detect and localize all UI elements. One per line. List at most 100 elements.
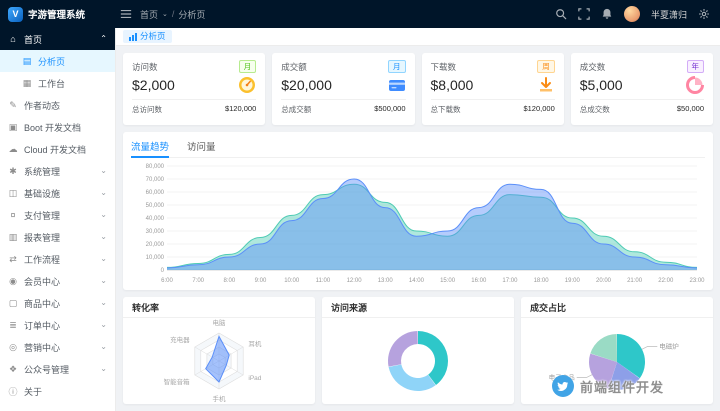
svg-text:电子产品: 电子产品 [549,372,575,381]
stat-footer-label: 总成交数 [579,105,610,114]
panel-title: 转化率 [123,297,315,318]
report-icon: ▥ [8,231,18,242]
tab-visits[interactable]: 访问量 [187,142,216,153]
sidebar-menu: ⌂ 首页 ⌃ ▤ 分析页 ▦ 工作台 ✎ 作者动态 ▣ Boot 开发文档 ☁ Cloud 开发文档 ✱ 系… [0,28,115,402]
search-icon[interactable] [555,8,567,20]
menu-fold-icon[interactable] [120,8,132,20]
svg-text:19:00: 19:00 [565,278,581,284]
svg-text:18:00: 18:00 [534,278,550,284]
user-avatar[interactable] [623,6,640,22]
svg-text:8:00: 8:00 [224,278,236,284]
logo-icon: V [8,6,23,22]
stat-card-header: 成交额 月 [281,60,406,73]
stat-value: $20,000 [281,77,332,93]
stat-footer-value: $120,000 [224,104,257,113]
sidebar-item-14[interactable]: ◎ 营销中心 ⌄ [0,336,115,358]
sidebar-item-3[interactable]: ✎ 作者动态 [0,94,115,116]
sidebar-item-label: 会员中心 [24,276,61,287]
sidebar-item-4[interactable]: ▣ Boot 开发文档 [0,116,115,138]
breadcrumb-current: 分析页 [178,9,206,20]
sidebar-item-15[interactable]: ❖ 公众号管理 ⌄ [0,358,115,380]
stat-card-title: 成交额 [281,61,307,72]
stat-footer-label: 总成交额 [281,105,312,114]
bar-chart-icon [129,32,137,41]
download-icon [537,76,555,94]
stat-badge: 月 [238,60,257,73]
visit-gauge-icon [238,76,256,94]
top-bar: V 字游管理系统 首页 ⌄ / 分析页 半夏潇归 [0,0,720,28]
breadcrumb: 首页 ⌄ / 分析页 [140,8,205,21]
sidebar-item-label: Cloud 开发文档 [24,144,87,155]
sidebar-item-1[interactable]: ▤ 分析页 [0,50,115,72]
stat-value: $5,000 [579,77,623,93]
app-logo[interactable]: V 字游管理系统 [0,6,116,22]
svg-text:11:00: 11:00 [316,278,331,284]
svg-text:80,000: 80,000 [146,164,165,170]
fullscreen-icon[interactable] [578,8,590,20]
breadcrumb-separator: / [171,9,175,19]
sidebar-item-label: 公众号管理 [24,364,70,375]
about-icon: ⓘ [8,386,18,397]
tab-traffic-trend[interactable]: 流量趋势 [131,135,169,158]
sidebar-item-6[interactable]: ✱ 系统管理 ⌄ [0,160,115,182]
svg-text:12:00: 12:00 [347,278,363,284]
breadcrumb-home[interactable]: 首页 [140,9,159,20]
chevron-down-icon: ⌄ [100,254,107,263]
sidebar-item-9[interactable]: ▥ 报表管理 ⌄ [0,226,115,248]
chevron-down-icon: ⌄ [100,232,107,241]
settings-gear-icon[interactable] [698,8,710,20]
stat-value: $8,000 [430,77,474,93]
stat-badge: 年 [686,60,704,73]
sidebar-item-16[interactable]: ⓘ 关于 [0,380,115,402]
topbar-actions: 半夏潇归 [555,6,720,22]
main-content: 访问数 月 $2,000 总访问数 $120,000 成交额 月 $20,000 总成交额 $50… [116,46,720,411]
tab-analysis-page[interactable]: 分析页 [123,30,172,43]
sidebar-item-0[interactable]: ⌂ 首页 ⌃ [0,28,115,50]
sidebar-item-label: 工作流程 [24,254,61,265]
sidebar-item-label: 支付管理 [24,210,61,221]
sidebar-item-12[interactable]: ▢ 商品中心 ⌄ [0,292,115,314]
app-title: 字游管理系统 [28,10,86,21]
svg-text:40,000: 40,000 [146,216,165,222]
panel-title: 成交占比 [521,297,713,318]
svg-text:15:00: 15:00 [440,278,456,284]
svg-text:21:00: 21:00 [627,278,643,284]
user-name[interactable]: 半夏潇归 [650,9,687,20]
sidebar-item-5[interactable]: ☁ Cloud 开发文档 [0,138,115,160]
workflow-icon: ⇄ [9,253,17,264]
stat-badge: 月 [388,60,406,73]
svg-text:14:00: 14:00 [409,278,425,284]
sidebar-item-label: 订单中心 [24,320,61,331]
svg-text:充电器: 充电器 [170,335,190,344]
analysis-icon: ▤ [22,55,32,66]
sidebar-item-13[interactable]: ≣ 订单中心 ⌄ [0,314,115,336]
system-icon: ✱ [9,165,17,176]
sidebar-item-10[interactable]: ⇄ 工作流程 ⌄ [0,248,115,270]
stat-footer-value: $120,000 [523,104,555,113]
svg-text:60,000: 60,000 [146,190,165,196]
sidebar-item-2[interactable]: ▦ 工作台 [0,72,115,94]
chevron-down-icon: ⌄ [100,276,107,285]
sidebar-item-label: 分析页 [38,56,66,67]
notification-bell-icon[interactable] [601,8,613,20]
traffic-trend-card: 流量趋势 访问量 0 10,000 20,000 30,000 40,000 50,000… [123,132,713,290]
sidebar-item-7[interactable]: ◫ 基础设施 ⌄ [0,182,115,204]
svg-text:耳机: 耳机 [248,339,262,348]
sidebar-item-label: 首页 [24,34,43,45]
sidebar-item-label: Boot 开发文档 [24,122,82,133]
stat-card-header: 访问数 月 [132,60,257,73]
chevron-down-icon: ⌄ [162,10,168,18]
sidebar-item-11[interactable]: ◉ 会员中心 ⌄ [0,270,115,292]
svg-text:手机: 手机 [213,394,227,403]
chevron-up-icon: ⌃ [100,34,107,43]
svg-text:9:00: 9:00 [255,278,267,284]
chevron-down-icon: ⌄ [100,320,107,329]
traffic-trend-area-chart: 0 10,000 20,000 30,000 40,000 50,000 60,000 70,… [146,164,705,284]
svg-text:22:00: 22:00 [658,278,674,284]
sidebar-item-label: 作者动态 [24,100,61,111]
trend-tabs: 流量趋势 访问量 [131,135,705,158]
stat-card-body: $5,000 [580,76,704,94]
sidebar-item-8[interactable]: ¤ 支付管理 ⌄ [0,204,115,226]
svg-text:13:00: 13:00 [378,278,394,284]
stat-card-header: 下载数 周 [431,60,555,73]
